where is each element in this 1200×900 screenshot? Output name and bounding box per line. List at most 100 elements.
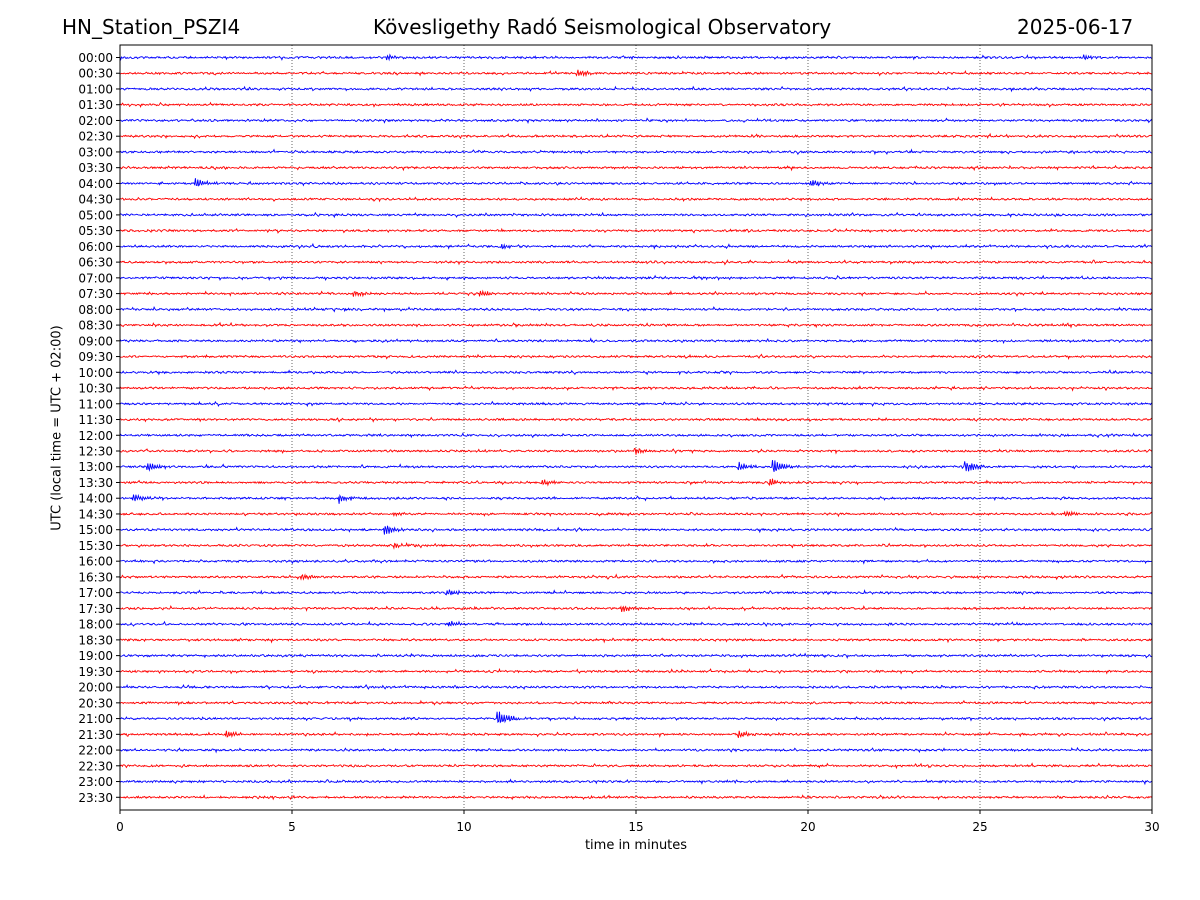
y-tick-label-21:30: 21:30 <box>78 728 113 742</box>
y-tick-label-07:00: 07:00 <box>78 271 113 285</box>
y-tick-label-14:30: 14:30 <box>78 507 113 521</box>
y-tick-label-15:30: 15:30 <box>78 539 113 553</box>
date-title: 2025-06-17 <box>1017 15 1134 39</box>
trace-20:00 <box>119 683 1153 691</box>
trace-12:30 <box>119 448 1153 455</box>
trace-00:00 <box>119 53 1153 62</box>
trace-08:00 <box>119 305 1153 313</box>
y-tick-label-22:00: 22:00 <box>78 744 113 758</box>
trace-10:00 <box>119 369 1153 376</box>
trace-08:30 <box>119 321 1153 329</box>
y-tick-label-09:30: 09:30 <box>78 350 113 364</box>
y-axis-label: UTC (local time = UTC + 02:00) <box>49 325 65 531</box>
y-tick-label-21:00: 21:00 <box>78 712 113 726</box>
trace-22:00 <box>119 746 1153 754</box>
x-tick-label-20: 20 <box>800 820 815 834</box>
y-tick-label-02:00: 02:00 <box>78 114 113 128</box>
x-tick-label-10: 10 <box>456 820 471 834</box>
y-tick-label-08:30: 08:30 <box>78 319 113 333</box>
y-tick-label-06:00: 06:00 <box>78 240 113 254</box>
y-tick-label-23:30: 23:30 <box>78 791 113 805</box>
y-tick-label-18:30: 18:30 <box>78 633 113 647</box>
y-tick-label-15:00: 15:00 <box>78 523 113 537</box>
y-tick-label-12:30: 12:30 <box>78 445 113 459</box>
y-tick-label-17:00: 17:00 <box>78 586 113 600</box>
trace-16:00 <box>119 558 1153 565</box>
y-tick-label-06:30: 06:30 <box>78 256 113 270</box>
y-tick-label-02:30: 02:30 <box>78 130 113 144</box>
y-tick-label-13:00: 13:00 <box>78 460 113 474</box>
trace-18:00 <box>119 620 1153 628</box>
y-tick-label-13:30: 13:30 <box>78 476 113 490</box>
y-tick-label-01:00: 01:00 <box>78 82 113 96</box>
y-tick-label-07:30: 07:30 <box>78 287 113 301</box>
trace-05:30 <box>119 227 1153 234</box>
trace-21:30 <box>119 730 1153 739</box>
trace-15:30 <box>119 542 1153 550</box>
trace-04:30 <box>119 196 1153 203</box>
trace-01:30 <box>119 101 1153 109</box>
trace-09:00 <box>119 337 1153 345</box>
trace-13:30 <box>119 478 1153 487</box>
y-tick-label-05:00: 05:00 <box>78 208 113 222</box>
y-tick-label-16:00: 16:00 <box>78 555 113 569</box>
trace-14:30 <box>119 510 1153 518</box>
trace-10:30 <box>119 385 1153 392</box>
y-tick-label-17:30: 17:30 <box>78 602 113 616</box>
x-tick-label-0: 0 <box>116 820 124 834</box>
y-tick-label-00:00: 00:00 <box>78 51 113 65</box>
trace-13:00 <box>119 460 1153 472</box>
grid-lines <box>291 45 981 810</box>
y-tick-label-19:30: 19:30 <box>78 665 113 679</box>
trace-06:00 <box>119 242 1153 250</box>
trace-20:30 <box>119 699 1153 706</box>
x-tick-label-5: 5 <box>288 820 296 834</box>
trace-12:00 <box>119 432 1153 439</box>
trace-21:00 <box>119 711 1153 724</box>
trace-23:00 <box>119 778 1153 786</box>
x-axis-label: time in minutes <box>584 838 688 853</box>
trace-17:00 <box>119 589 1153 596</box>
trace-05:00 <box>119 211 1153 219</box>
y-tick-label-05:30: 05:30 <box>78 224 113 238</box>
y-tick-label-14:00: 14:00 <box>78 492 113 506</box>
y-tick-label-03:00: 03:00 <box>78 145 113 159</box>
y-tick-label-11:00: 11:00 <box>78 397 113 411</box>
trace-19:30 <box>119 667 1153 675</box>
y-tick-label-22:30: 22:30 <box>78 759 113 773</box>
trace-22:30 <box>119 762 1153 770</box>
y-tick-label-10:30: 10:30 <box>78 382 113 396</box>
trace-02:30 <box>119 132 1153 140</box>
y-tick-label-18:00: 18:00 <box>78 618 113 632</box>
trace-02:00 <box>119 117 1153 124</box>
trace-19:00 <box>119 652 1153 659</box>
trace-15:00 <box>119 525 1153 535</box>
y-tick-label-19:00: 19:00 <box>78 649 113 663</box>
trace-11:00 <box>119 400 1153 408</box>
trace-23:30 <box>119 794 1153 801</box>
y-tick-label-20:00: 20:00 <box>78 681 113 695</box>
trace-06:30 <box>119 259 1153 266</box>
y-tick-label-11:30: 11:30 <box>78 413 113 427</box>
y-tick-label-08:00: 08:00 <box>78 303 113 317</box>
x-tick-label-30: 30 <box>1144 820 1159 834</box>
y-tick-label-09:00: 09:00 <box>78 334 113 348</box>
trace-16:30 <box>119 573 1153 581</box>
trace-03:30 <box>119 164 1153 172</box>
y-tick-label-16:30: 16:30 <box>78 570 113 584</box>
x-tick-label-25: 25 <box>972 820 987 834</box>
y-tick-label-04:30: 04:30 <box>78 193 113 207</box>
x-tick-label-15: 15 <box>628 820 643 834</box>
y-tick-label-03:30: 03:30 <box>78 161 113 175</box>
trace-07:00 <box>119 274 1153 282</box>
y-tick-label-00:30: 00:30 <box>78 67 113 81</box>
trace-18:30 <box>119 637 1153 644</box>
trace-01:00 <box>119 85 1153 93</box>
y-tick-label-01:30: 01:30 <box>78 98 113 112</box>
trace-00:30 <box>119 69 1153 78</box>
trace-17:30 <box>119 604 1153 612</box>
trace-11:30 <box>119 416 1153 423</box>
station-title: HN_Station_PSZI4 <box>62 15 241 39</box>
